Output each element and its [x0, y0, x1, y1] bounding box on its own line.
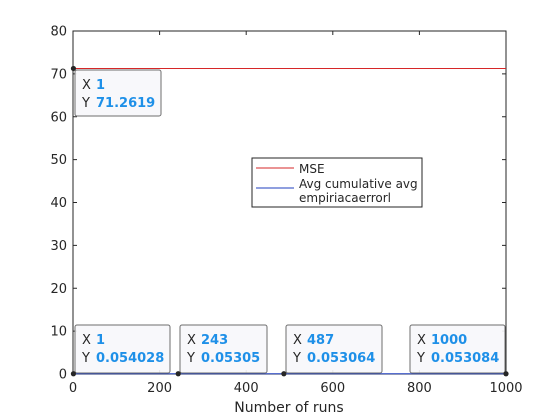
y-axis: 0 10 20 30 40 50 60 70 80 [50, 25, 506, 383]
y-tick-label: 50 [50, 153, 67, 168]
datatip-marker[interactable] [281, 371, 287, 377]
datatip[interactable]: X 1000 Y 0.053084 [409, 324, 509, 377]
x-tick-label: 400 [234, 381, 259, 396]
y-tick-label: 70 [50, 67, 67, 82]
datatip-y-label: Y [81, 351, 90, 366]
series-layer [73, 67, 506, 375]
x-tick-label: 0 [69, 381, 77, 396]
legend-label-avg-line2: empiriacaerrorl [299, 191, 391, 205]
datatip-box[interactable] [74, 324, 171, 374]
datatip-y-value: 0.054028 [96, 351, 164, 366]
y-tick-label: 20 [50, 282, 67, 297]
datatip-x-value: 1 [96, 333, 105, 348]
datatip-x-label: X [82, 333, 91, 348]
x-axis: 0 200 400 600 800 1000 [69, 31, 523, 396]
datatip-y-value: 71.2619 [96, 96, 155, 111]
y-tick-label: 40 [50, 196, 67, 211]
datatip[interactable]: X 487 Y 0.053064 [281, 324, 383, 377]
datatip-box[interactable] [179, 324, 268, 374]
y-tick-label: 80 [50, 25, 67, 40]
datatip-x-value: 1000 [431, 333, 467, 348]
datatip-x-value: 487 [307, 333, 334, 348]
datatip[interactable]: X 243 Y 0.05305 [175, 324, 268, 377]
datatip-marker[interactable] [175, 371, 181, 377]
datatip-x-label: X [293, 333, 302, 348]
datatip-y-label: Y [81, 96, 90, 111]
datatip-y-value: 0.053064 [307, 351, 375, 366]
datatip-x-label: X [187, 333, 196, 348]
datatip-y-value: 0.053084 [431, 351, 499, 366]
x-tick-label: 600 [320, 381, 345, 396]
x-tick-label: 800 [407, 381, 432, 396]
y-tick-label: 60 [50, 110, 67, 125]
legend-label-avg-line1: Avg cumulative avg [299, 177, 418, 191]
x-tick-label: 200 [147, 381, 172, 396]
datatip-box[interactable] [74, 69, 162, 117]
datatip-x-value: 243 [201, 333, 228, 348]
datatip-marker[interactable] [70, 65, 77, 72]
legend-label-mse: MSE [299, 162, 325, 176]
datatip-x-label: X [82, 78, 91, 93]
datatip[interactable]: X 1Y 71.2619 [70, 65, 162, 117]
datatip-box[interactable] [409, 324, 506, 374]
datatip-x-value: 1 [96, 78, 105, 93]
datatip-x-label: X [417, 333, 426, 348]
y-tick-label: 30 [50, 239, 67, 254]
datatip-marker[interactable] [503, 371, 509, 377]
datatip-box[interactable] [285, 324, 383, 374]
datatip-y-label: Y [292, 351, 301, 366]
y-tick-label: 0 [59, 368, 67, 383]
datatip-y-label: Y [186, 351, 195, 366]
y-tick-label: 10 [50, 325, 67, 340]
datatip[interactable]: X 1Y 0.054028 [70, 324, 171, 377]
x-tick-label: 1000 [489, 381, 522, 396]
datatip-y-value: 0.05305 [201, 351, 260, 366]
datatip-y-label: Y [416, 351, 425, 366]
datatip-marker[interactable] [70, 371, 77, 377]
legend-box[interactable] [251, 157, 423, 208]
x-axis-label: Number of runs [234, 400, 343, 416]
